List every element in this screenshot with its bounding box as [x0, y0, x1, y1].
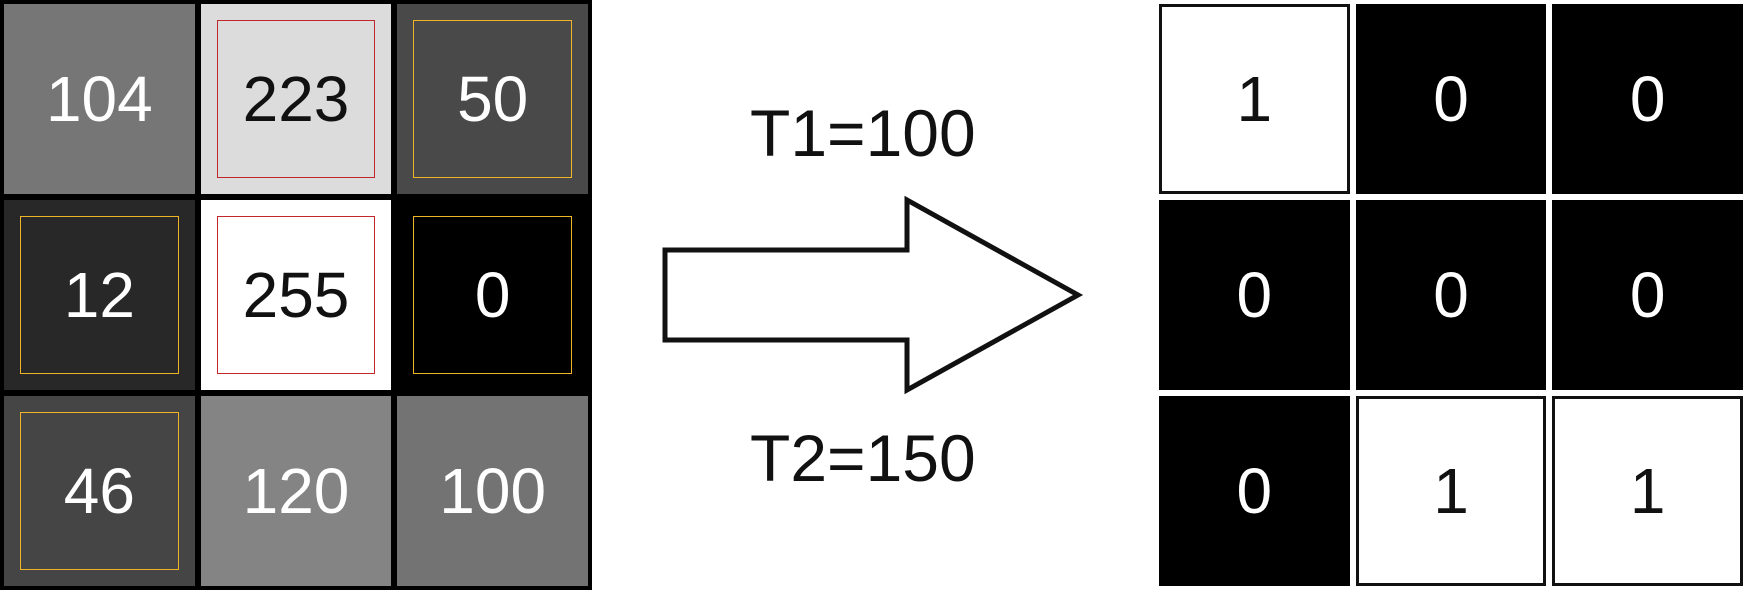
right-arrow-icon	[662, 195, 1084, 395]
threshold-t1-label: T1=100	[750, 96, 976, 170]
input-cell-value: 120	[242, 455, 350, 527]
strong-edge-highlight	[216, 20, 376, 178]
output-cell-value: 1	[1629, 455, 1666, 527]
input-cell: 46	[4, 396, 195, 586]
output-cell-value: 0	[1629, 259, 1666, 331]
weak-edge-highlight	[413, 216, 572, 374]
input-cell: 100	[397, 396, 588, 586]
input-cell-value: 12	[63, 259, 135, 331]
input-pixel-grid: 104 223 50 12 255 0 46 120 100	[0, 0, 592, 590]
output-cell-value: 0	[1629, 63, 1666, 135]
input-cell: 120	[200, 396, 392, 586]
input-cell: 50	[397, 4, 588, 194]
input-cell: 104	[4, 4, 195, 194]
output-cell: 1	[1159, 4, 1350, 194]
threshold-t2-label: T2=150	[750, 421, 976, 495]
output-cell: 0	[1159, 200, 1350, 390]
input-cell-value: 104	[45, 63, 153, 135]
output-binary-grid: 1 0 0 0 0 0 0 1 1	[1155, 0, 1747, 590]
output-cell-value: 0	[1433, 259, 1469, 331]
weak-edge-highlight	[413, 20, 572, 178]
input-cell-value: 0	[474, 259, 511, 331]
output-cell: 0	[1159, 396, 1350, 586]
output-cell: 0	[1355, 200, 1547, 390]
output-cell-value: 1	[1236, 63, 1273, 135]
strong-edge-highlight	[216, 216, 376, 374]
input-cell: 223	[200, 4, 392, 194]
output-cell: 0	[1552, 4, 1743, 194]
output-cell-value: 0	[1236, 455, 1273, 527]
output-cell-value: 0	[1236, 259, 1273, 331]
input-cell-value: 50	[457, 63, 529, 135]
input-cell-value: 46	[63, 455, 135, 527]
input-cell: 255	[200, 200, 392, 390]
weak-edge-highlight	[20, 216, 179, 374]
output-cell: 1	[1552, 396, 1743, 586]
input-cell: 0	[397, 200, 588, 390]
input-cell-value: 223	[242, 63, 350, 135]
input-cell-value: 255	[242, 259, 350, 331]
weak-edge-highlight	[20, 412, 179, 570]
input-cell: 12	[4, 200, 195, 390]
output-cell-value: 0	[1433, 63, 1469, 135]
output-cell-value: 1	[1433, 455, 1469, 527]
input-cell-value: 100	[439, 455, 547, 527]
output-cell: 0	[1355, 4, 1547, 194]
output-cell: 1	[1355, 396, 1547, 586]
output-cell: 0	[1552, 200, 1743, 390]
